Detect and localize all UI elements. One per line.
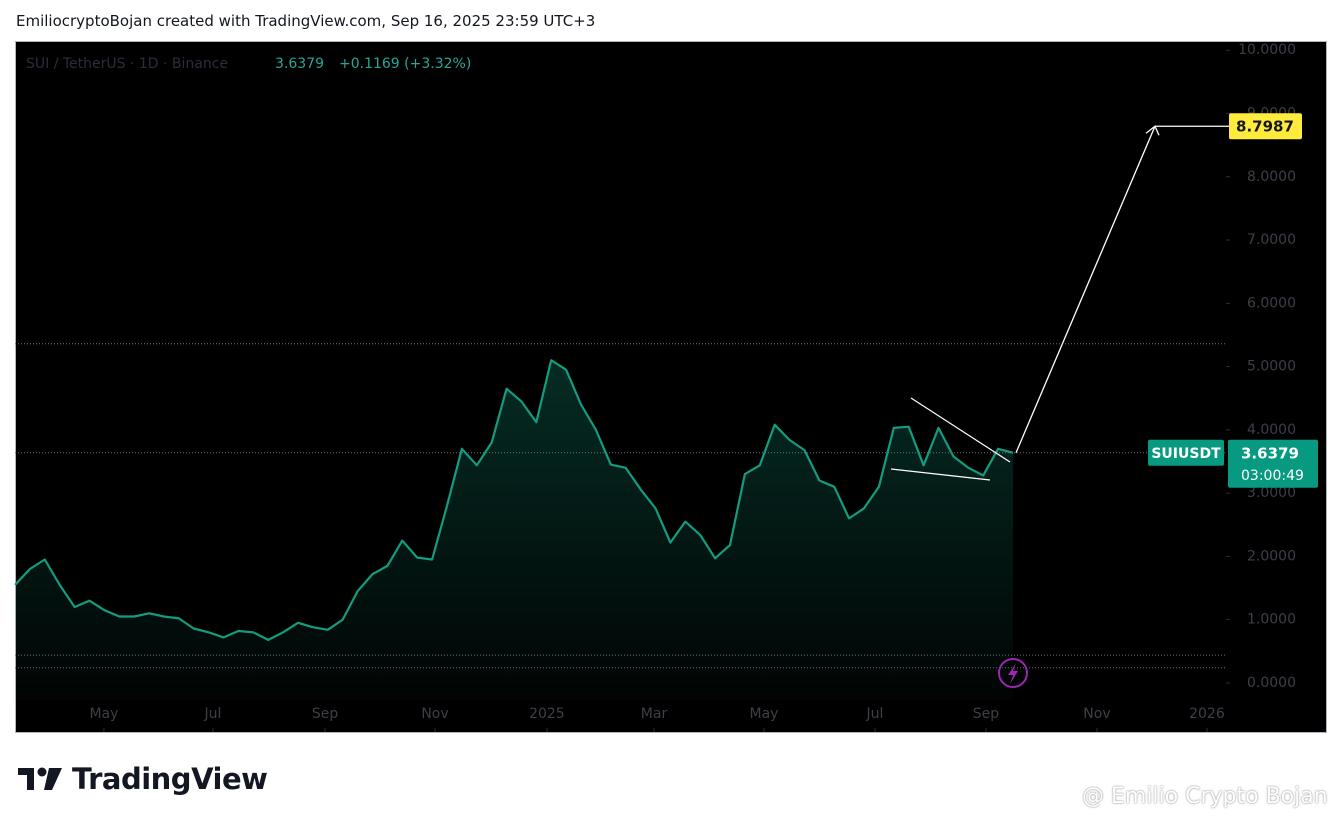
x-tick-label: Jul — [204, 706, 222, 722]
symbol-tag — [1148, 439, 1224, 466]
x-tick-label: Sep — [973, 706, 1000, 722]
y-tick-label: 0.0000 — [1247, 675, 1296, 691]
logo-text: TradingView — [72, 762, 268, 796]
plot-layer — [14, 49, 1230, 732]
event-icon-bolt — [1008, 663, 1018, 684]
y-tick-label: 3.0000 — [1247, 485, 1296, 501]
y-tick-label: 6.0000 — [1247, 295, 1296, 311]
pattern-line — [890, 468, 991, 481]
legend-change: +0.1169 (+3.32%) — [339, 56, 471, 72]
price-tag-countdown: 03:00:49 — [1241, 468, 1304, 484]
symbol-label: SUIUSDT — [1151, 446, 1221, 462]
area — [15, 360, 1013, 700]
x-tick-label: Nov — [421, 706, 448, 722]
watermark: @ Emilio Crypto Bojan — [1082, 784, 1328, 809]
price-tag — [1228, 439, 1318, 488]
y-tick-label: 1.0000 — [1247, 612, 1296, 628]
x-tick-label: Sep — [312, 706, 339, 722]
x-tick-label: May — [750, 706, 779, 722]
legend-symbol: SUI / TetherUS · 1D · Binance — [26, 56, 228, 72]
y-tick-label: 10.0000 — [1238, 42, 1296, 58]
x-tick-label: Nov — [1083, 706, 1110, 722]
y-tick-label: 8.0000 — [1247, 169, 1296, 185]
x-tick-label: Mar — [641, 706, 668, 722]
x-tick-label: May — [89, 706, 118, 722]
y-tick-label: 5.0000 — [1247, 359, 1296, 375]
projection-arrow — [1015, 125, 1156, 454]
header: EmiliocryptoBojan created with TradingVi… — [16, 12, 596, 30]
legend-price: 3.6379 — [275, 56, 324, 72]
y-tick-label: 2.0000 — [1247, 548, 1296, 564]
target-tag — [1229, 113, 1302, 140]
x-tick-label: 2026 — [1189, 706, 1225, 722]
target-label: 8.7987 — [1236, 118, 1294, 136]
y-tick-label: 4.0000 — [1247, 422, 1296, 438]
x-tick-label: 2025 — [529, 706, 565, 722]
price-line-series — [14, 359, 1014, 641]
pattern-line — [910, 397, 1011, 463]
chart: SUI / TetherUS · 1D · Binance 3.6379 +0.… — [14, 41, 1327, 733]
x-tick-label: Jul — [866, 706, 884, 722]
price-tag-value: 3.6379 — [1241, 444, 1299, 462]
y-tick-label: 7.0000 — [1247, 232, 1296, 248]
logo-mark — [18, 767, 62, 790]
footer-logo: TradingView — [18, 762, 268, 796]
event-icon[interactable] — [998, 658, 1028, 688]
